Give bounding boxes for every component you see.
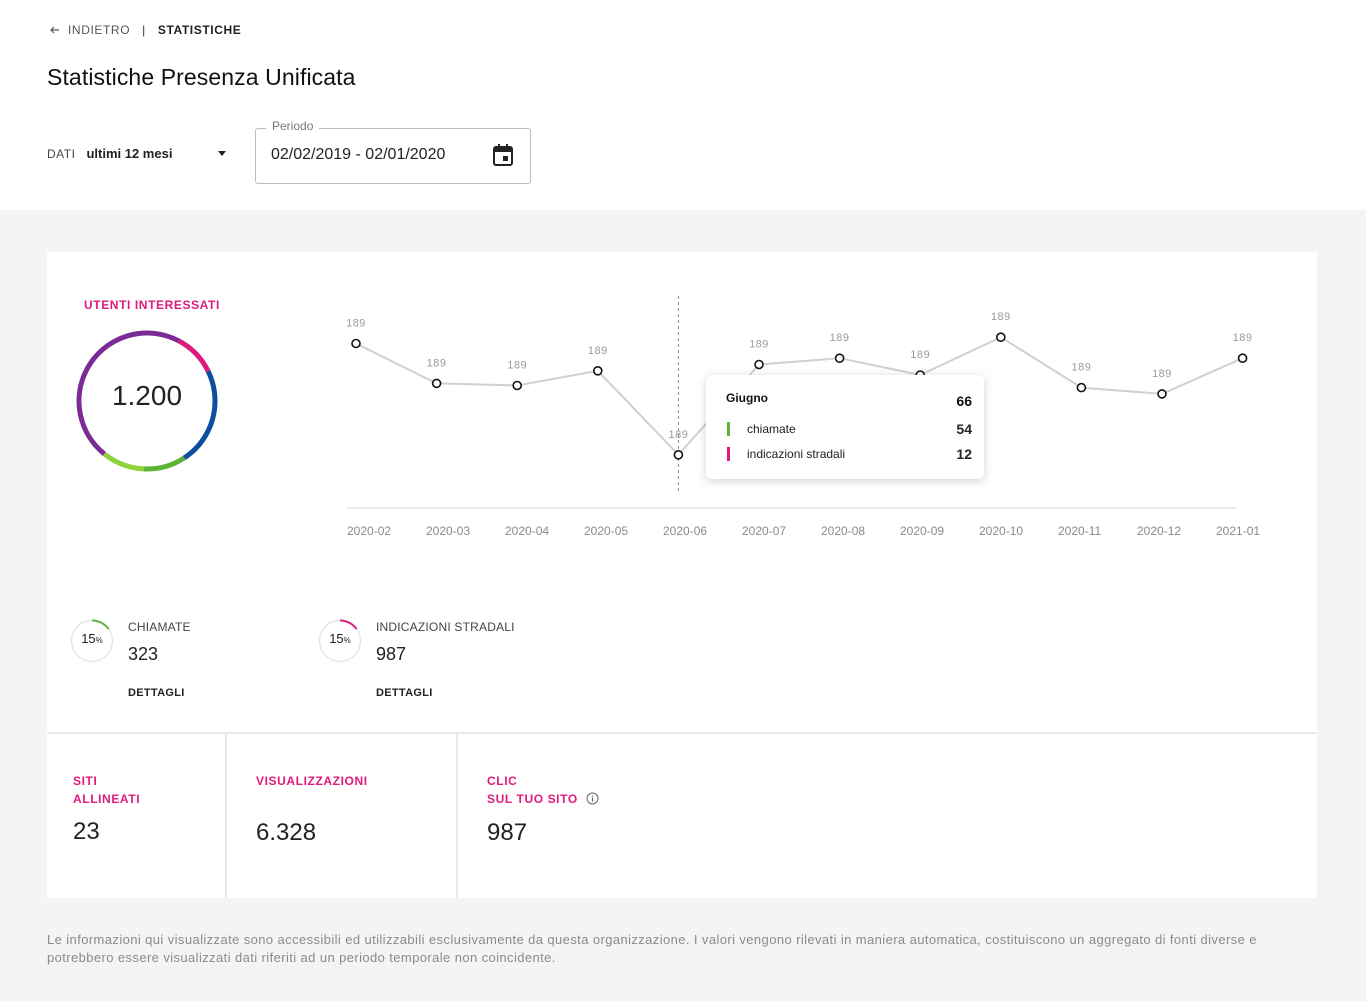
- x-tick-label: 2020-12: [1137, 524, 1181, 538]
- breadcrumb: INDIETRO | STATISTICHE: [50, 23, 241, 37]
- kpi-label: INDICAZIONI STRADALI: [376, 620, 515, 634]
- users-donut-chart: [76, 330, 218, 472]
- tile-value: 987: [487, 819, 528, 846]
- data-point-label: 189: [991, 311, 1011, 323]
- data-point[interactable]: [1237, 353, 1248, 363]
- data-point[interactable]: [754, 359, 764, 370]
- donut-segment: [76, 330, 218, 472]
- caret-down-icon[interactable]: [218, 151, 227, 156]
- arrow-left-icon: [50, 26, 59, 34]
- progress-ring: [318, 619, 362, 663]
- back-label: INDIETRO: [68, 23, 131, 37]
- tooltip-row-indicazioni: indicazioni stradali 12: [727, 446, 972, 462]
- tile-label: CLIC SUL TUO SITO: [487, 772, 599, 808]
- tile-value: 6.328: [256, 819, 317, 846]
- tooltip-month: Giugno: [726, 391, 768, 405]
- kpi-percent: 15%: [329, 631, 351, 646]
- kpi-percent: 15%: [81, 631, 103, 646]
- tooltip-row-value: 12: [956, 446, 972, 462]
- trend-line-chart: 189 189 189 189 189 189 189 189 189 189 189 189 2020…: [346, 296, 1260, 538]
- data-point[interactable]: [592, 366, 603, 376]
- section-divider: [47, 732, 1317, 734]
- breadcrumb-separator: |: [142, 23, 146, 37]
- kpi-value: 987: [376, 644, 407, 664]
- data-point[interactable]: [512, 380, 523, 391]
- tooltip-row-value: 54: [956, 421, 972, 437]
- periodo-label: Periodo: [266, 119, 320, 133]
- breadcrumb-current: STATISTICHE: [157, 23, 242, 37]
- x-tick-label: 2020-03: [426, 524, 470, 538]
- dettagli-link[interactable]: DETTAGLI: [128, 687, 185, 699]
- data-point-label: 189: [1233, 332, 1253, 344]
- tile-clic-sito: CLIC SUL TUO SITO 987: [458, 734, 1317, 898]
- data-point-label: 189: [910, 349, 930, 361]
- data-point[interactable]: [1076, 382, 1087, 393]
- dati-select[interactable]: ultimi 12 mesi: [86, 146, 173, 161]
- data-point-label: 189: [668, 429, 688, 441]
- header-area: INDIETRO | STATISTICHE Statistiche Prese…: [0, 0, 1366, 210]
- data-point[interactable]: [1157, 389, 1167, 399]
- chart-tooltip: Giugno 66 chiamate 54 indicazioni strada…: [706, 375, 984, 479]
- x-tick-label: 2020-10: [979, 524, 1023, 538]
- info-icon[interactable]: [586, 792, 599, 805]
- legend-swatch: [727, 422, 730, 436]
- x-tick-label: 2020-05: [584, 524, 628, 538]
- tooltip-row-chiamate: chiamate 54: [727, 421, 972, 437]
- data-point-label: 189: [830, 332, 850, 344]
- disclaimer-text: Le informazioni qui visualizzate sono ac…: [47, 932, 1257, 965]
- data-point[interactable]: [351, 338, 361, 349]
- periodo-value[interactable]: 02/02/2019 - 02/01/2020: [271, 146, 446, 163]
- data-point[interactable]: [431, 378, 442, 389]
- donut-segment: [76, 330, 218, 472]
- kpi-progress-arc: [70, 619, 114, 663]
- tile-label: SITI ALLINEATI: [73, 774, 141, 806]
- x-tick-label: 2020-11: [1058, 524, 1101, 538]
- series-line: [355, 336, 1244, 457]
- donut-value: 1.200: [111, 380, 183, 411]
- kpi-progress-arc: [318, 619, 362, 663]
- tooltip-row-name: indicazioni stradali: [747, 447, 846, 461]
- data-point-label: 189: [1071, 362, 1091, 374]
- data-point[interactable]: [995, 332, 1006, 342]
- x-tick-label: 2020-02: [347, 524, 391, 538]
- donut-segment: [76, 330, 218, 472]
- donut-title: UTENTI INTERESSATI: [84, 298, 220, 312]
- tile-label: VISUALIZZAZIONI: [256, 774, 368, 788]
- legend-swatch: [727, 447, 730, 461]
- kpi-label: CHIAMATE: [128, 620, 191, 634]
- dati-filter[interactable]: DATI ultimi 12 mesi: [47, 146, 227, 161]
- tooltip-row-name: chiamate: [747, 422, 796, 436]
- data-point[interactable]: [834, 353, 845, 363]
- tile-siti-allineati: SITI ALLINEATI 23: [47, 734, 227, 898]
- dettagli-link[interactable]: DETTAGLI: [376, 687, 433, 699]
- tile-visualizzazioni: VISUALIZZAZIONI 6.328: [227, 734, 458, 898]
- tile-value: 23: [73, 818, 100, 845]
- stats-card: UTENTI INTERESSATI 1.200 189 189 189 189 189…: [47, 252, 1317, 898]
- data-point-label: 189: [346, 318, 366, 330]
- kpi-value: 323: [128, 644, 159, 664]
- tooltip-total: 66: [956, 393, 972, 409]
- progress-ring: [70, 619, 114, 663]
- back-link[interactable]: INDIETRO: [50, 23, 130, 37]
- x-tick-label: 2020-09: [900, 524, 944, 538]
- calendar-icon[interactable]: [492, 143, 514, 167]
- data-point-label: 189: [588, 345, 608, 357]
- x-tick-label: 2020-06: [663, 524, 707, 538]
- data-point[interactable]: [673, 450, 684, 460]
- x-tick-label: 2020-07: [742, 524, 786, 538]
- data-point-label: 189: [427, 357, 447, 369]
- periodo-field[interactable]: Periodo 02/02/2019 - 02/01/2020: [255, 119, 531, 184]
- page-title: Statistiche Presenza Unificata: [47, 64, 356, 90]
- x-tick-label: 2020-08: [821, 524, 865, 538]
- dati-label: DATI: [47, 146, 76, 161]
- data-point-label: 189: [749, 339, 769, 351]
- data-point-label: 189: [507, 360, 527, 372]
- x-tick-label: 2021-01: [1216, 524, 1260, 538]
- x-tick-label: 2020-04: [505, 524, 549, 538]
- data-point-label: 189: [1152, 368, 1172, 380]
